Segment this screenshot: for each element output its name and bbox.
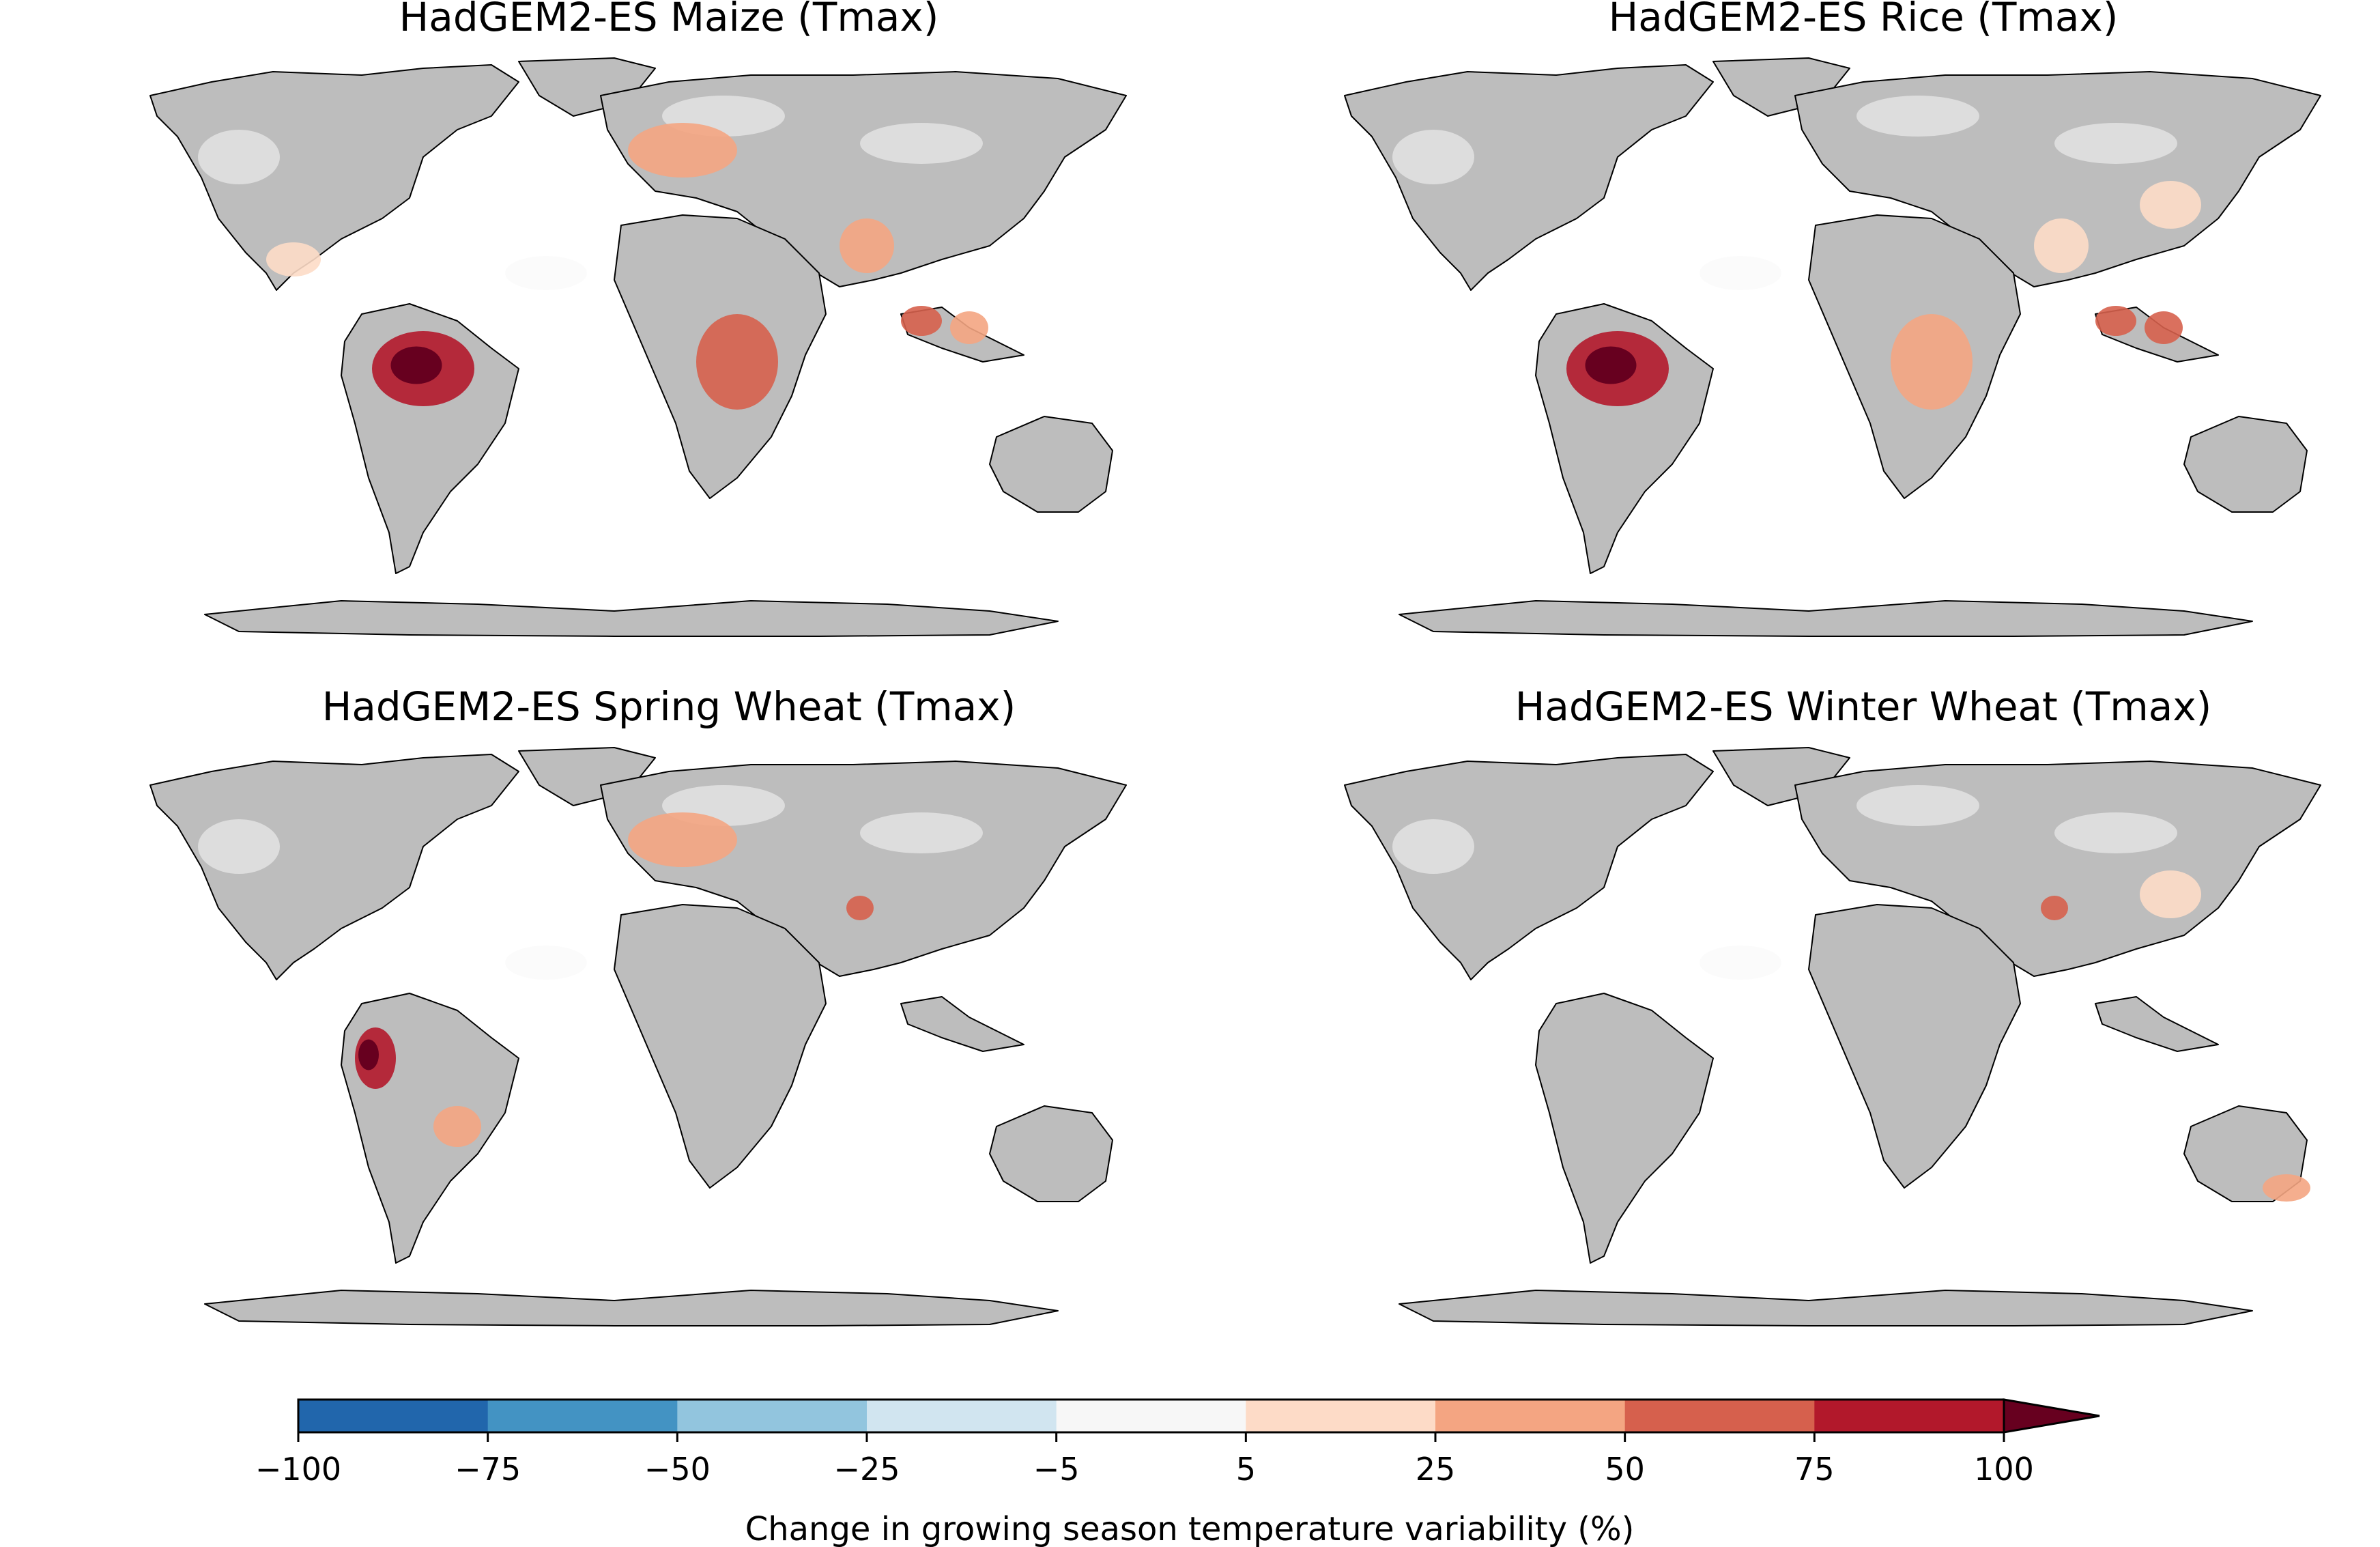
colorbar-bin <box>677 1400 868 1432</box>
colorbar-bin <box>1246 1400 1436 1432</box>
hotspot-core-amazon <box>1585 346 1637 384</box>
hotspot-europe <box>628 123 737 178</box>
low-change-area <box>1392 819 1474 874</box>
panel-title: HadGEM2-ES Rice (Tmax) <box>1608 0 2119 40</box>
low-change-area <box>860 123 983 164</box>
low-change-area <box>1392 130 1474 184</box>
low-change-area <box>198 819 280 874</box>
landmass-africa <box>614 904 827 1189</box>
landmass-south-america <box>1535 993 1714 1264</box>
colorbar-bin <box>298 1400 489 1432</box>
colorbar-tick-label: −25 <box>833 1451 900 1488</box>
low-change-area <box>1856 96 1979 137</box>
low-change-area <box>2054 812 2177 853</box>
landmass-north-america <box>149 754 519 980</box>
landmass-australia <box>989 1105 1113 1202</box>
landmass-australia <box>989 416 1113 513</box>
landmass-antarctica <box>1399 1290 2253 1326</box>
colorbar-bin <box>487 1400 678 1432</box>
map-panel-spring-wheat: HadGEM2-ES Spring Wheat (Tmax) <box>137 684 1201 1345</box>
colorbar-graphic: −100 −75 −50 −25 −5 5 25 50 75 100 Change in grow… <box>255 1398 2100 1547</box>
colorbar-tick-label: −50 <box>644 1451 711 1488</box>
world-map <box>1344 747 2321 1326</box>
landmass-indonesia <box>2095 996 2219 1052</box>
hotspot-central-africa <box>696 314 778 410</box>
low-change-area <box>198 130 280 184</box>
landmass-north-america <box>1344 754 1714 980</box>
colorbar-bin <box>1435 1400 1626 1432</box>
hotspot-borneo <box>950 311 988 344</box>
world-map <box>149 747 1127 1326</box>
low-change-area <box>1856 785 1979 826</box>
hotspot-sumatra <box>2095 306 2136 336</box>
hotspot-india-north <box>2041 896 2068 920</box>
colorbar-bin <box>1056 1400 1246 1432</box>
hotspot-core-andes <box>358 1039 379 1070</box>
landmass-north-america <box>149 64 519 291</box>
world-map <box>149 57 1127 637</box>
colorbar-bin <box>1624 1400 1815 1432</box>
hotspot-core-amazon <box>390 346 442 384</box>
map-panel-maize: HadGEM2-ES Maize (Tmax) <box>137 0 1201 655</box>
low-change-area <box>1700 946 1781 980</box>
colorbar-tick-label: −5 <box>1033 1451 1080 1488</box>
low-change-area <box>505 256 587 290</box>
landmass-antarctica <box>1399 600 2253 637</box>
landmass-indonesia <box>900 996 1024 1052</box>
map-panel-rice: HadGEM2-ES Rice (Tmax) <box>1331 0 2380 655</box>
low-change-area <box>505 946 587 980</box>
hotspot-central-africa <box>1891 314 1973 410</box>
colorbar: −100 −75 −50 −25 −5 5 25 50 75 100 Change in grow… <box>0 1386 2380 1547</box>
hotspot-se-brazil <box>433 1106 481 1147</box>
hotspot-china <box>2140 181 2201 229</box>
hotspot-borneo <box>2145 311 2183 344</box>
hotspot-india <box>840 218 894 273</box>
landmass-australia <box>2183 416 2308 513</box>
colorbar-tick-label: 100 <box>1974 1451 2034 1488</box>
map-panel-winter-wheat: HadGEM2-ES Winter Wheat (Tmax) <box>1331 684 2380 1345</box>
colorbar-bin <box>867 1400 1057 1432</box>
landmass-antarctica <box>204 1290 1059 1326</box>
hotspot-china <box>2140 870 2201 918</box>
panel-title: HadGEM2-ES Winter Wheat (Tmax) <box>1515 683 2212 730</box>
colorbar-outline <box>297 1398 2005 1434</box>
colorbar-tick-label: 5 <box>1236 1451 1256 1488</box>
colorbar-tick-label: 50 <box>1605 1451 1645 1488</box>
colorbar-tick-label: 75 <box>1794 1451 1835 1488</box>
hotspot-india <box>2034 218 2089 273</box>
hotspot-india-north <box>846 896 874 920</box>
colorbar-label: Change in growing season temperature var… <box>745 1510 1635 1547</box>
colorbar-tick-label: −75 <box>455 1451 521 1488</box>
hotspot-se-australia <box>2263 1174 2310 1202</box>
landmass-antarctica <box>204 600 1059 637</box>
world-map <box>1344 57 2321 637</box>
low-change-area <box>1700 256 1781 290</box>
colorbar-tick-label: 25 <box>1416 1451 1456 1488</box>
panel-title: HadGEM2-ES Maize (Tmax) <box>399 0 939 40</box>
landmass-africa <box>1808 904 2021 1189</box>
low-change-area <box>2054 123 2177 164</box>
landmass-north-america <box>1344 64 1714 291</box>
hotspot-sumatra <box>901 306 942 336</box>
panel-title: HadGEM2-ES Spring Wheat (Tmax) <box>321 683 1016 730</box>
hotspot-europe <box>628 812 737 867</box>
colorbar-extend-arrow <box>2003 1398 2100 1434</box>
hotspot-mexico <box>266 242 321 276</box>
colorbar-tick-label: −100 <box>255 1451 341 1488</box>
colorbar-bin <box>1814 1400 2005 1432</box>
low-change-area <box>860 812 983 853</box>
